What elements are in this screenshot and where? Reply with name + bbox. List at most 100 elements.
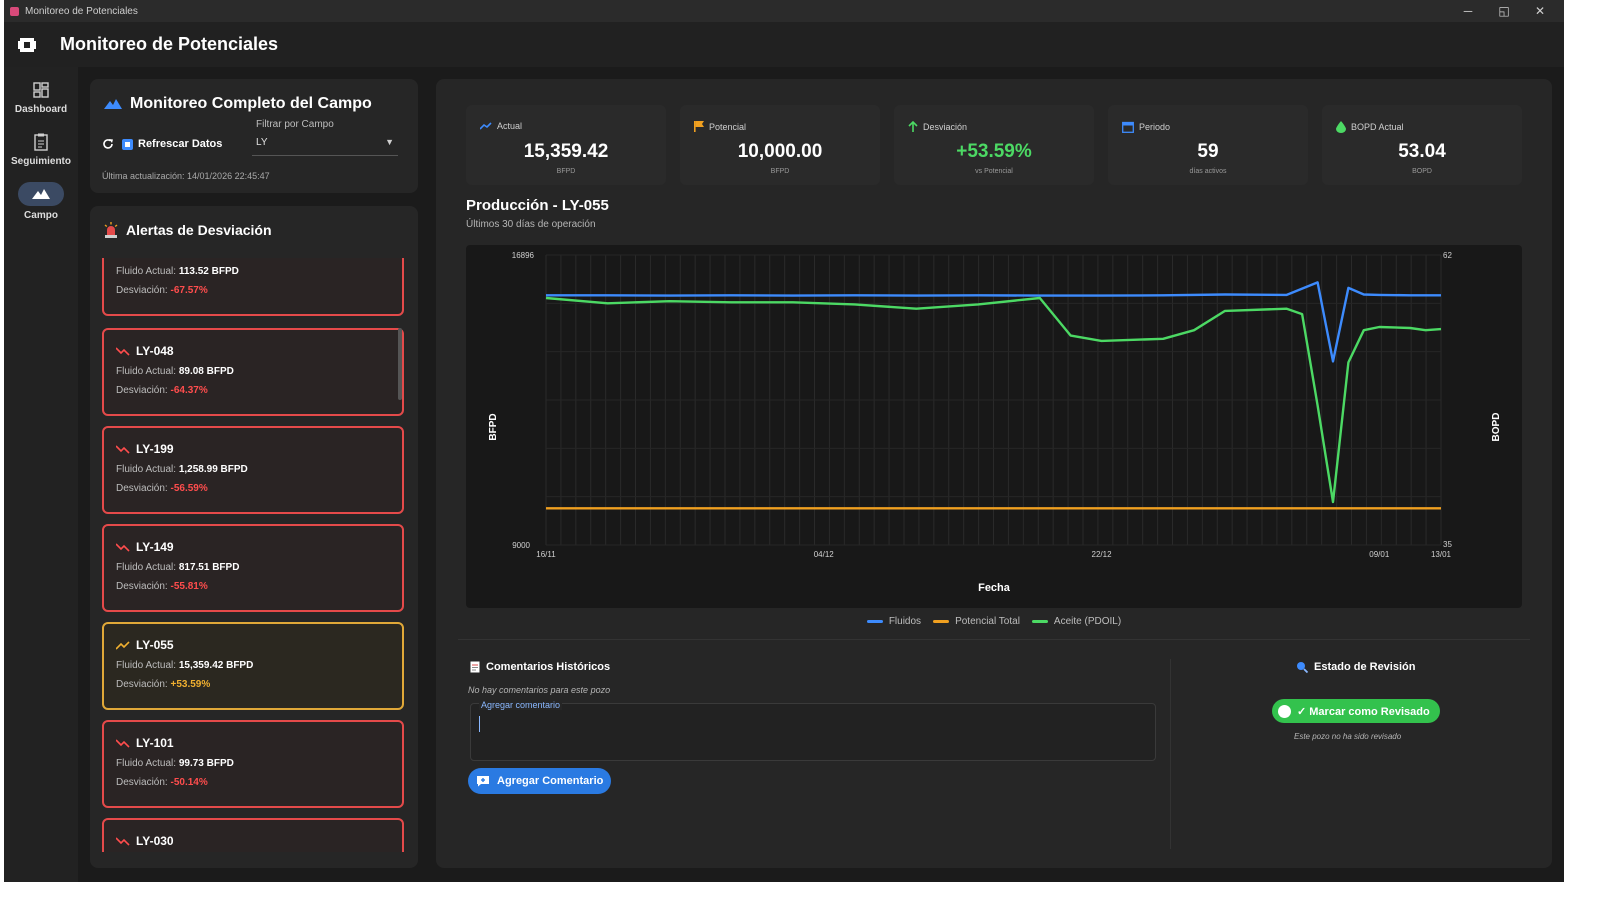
deviation-value: -50.14% <box>170 777 208 788</box>
text-cursor <box>479 716 480 732</box>
database-icon <box>122 138 133 150</box>
alert-card-ly-048[interactable]: LY-048 Fluido Actual: 89.08 BFPD Desviac… <box>102 328 404 416</box>
kpi-desviacion: Desviación +53.59% vs Potencial <box>894 105 1094 185</box>
alert-card-ly-199[interactable]: LY-199 Fluido Actual: 1,258.99 BFPD Desv… <box>102 426 404 514</box>
kpi-periodo: Periodo 59 días activos <box>1108 105 1308 185</box>
series-line-aceite-pdoil <box>545 296 1442 504</box>
field-filter-select[interactable]: LY ▼ <box>252 134 398 156</box>
production-chart[interactable]: 16/11 04/12 22/12 09/01 13/01 16896 9000 62 35 F… <box>466 245 1522 608</box>
trend-down-icon <box>116 444 130 454</box>
comment-input[interactable]: Agregar comentario <box>470 700 1156 761</box>
fluid-value: 817.51 BFPD <box>178 562 240 573</box>
alert-card-ly-030[interactable]: LY-030 <box>102 818 404 852</box>
y-tick-label: 9000 <box>512 541 530 550</box>
nav-dashboard[interactable]: Dashboard <box>4 71 78 123</box>
kpi-unit: días activos <box>1189 168 1227 175</box>
x-tick-label: 13/01 <box>1431 550 1452 559</box>
deviation-alerts-card: Alertas de Desviación Fluido Actual: 113… <box>90 206 418 868</box>
alert-card-ly-149[interactable]: LY-149 Fluido Actual: 817.51 BFPD Desvia… <box>102 524 404 612</box>
app-icon <box>10 6 19 16</box>
fluid-value: 1,258.99 BFPD <box>178 464 248 475</box>
close-button[interactable]: ✕ <box>1534 4 1546 18</box>
review-header: Estado de Revisión <box>1296 661 1415 673</box>
field-filter-value: LY <box>256 137 268 148</box>
x-tick-label: 09/01 <box>1369 550 1390 559</box>
kpi-potencial: Potencial 10,000.00 BFPD <box>680 105 880 185</box>
x-tick-label: 22/12 <box>1092 550 1113 559</box>
fluid-label: Fluido Actual: <box>116 758 177 769</box>
legend-label: Aceite (PDOIL) <box>1053 616 1122 627</box>
terrain-icon <box>18 181 64 206</box>
deviation-label: Desviación: <box>116 385 168 396</box>
deviation-label: Desviación: <box>116 581 168 592</box>
alert-fluid-row: Fluido Actual: 1,258.99 BFPD <box>116 464 390 475</box>
navigation-rail: Dashboard Seguimiento Campo <box>4 67 78 882</box>
nav-dashboard-label: Dashboard <box>14 103 68 115</box>
alert-card-partial[interactable]: Fluido Actual: 113.52 BFPD Desviación: -… <box>102 258 404 316</box>
review-title: Estado de Revisión <box>1314 661 1416 673</box>
alert-card-ly-055[interactable]: LY-055 Fluido Actual: 15,359.42 BFPD Des… <box>102 622 404 710</box>
fluid-label: Fluido Actual: <box>116 464 177 475</box>
deviation-value: -67.57% <box>170 285 208 296</box>
alerts-scrollbar[interactable] <box>398 328 402 400</box>
alert-card-ly-101[interactable]: LY-101 Fluido Actual: 99.73 BFPD Desviac… <box>102 720 404 808</box>
legend-item-fluidos[interactable]: Fluidos <box>866 616 921 627</box>
alert-fluid-row: Fluido Actual: 89.08 BFPD <box>116 366 390 377</box>
legend-swatch <box>933 620 950 623</box>
kpi-label: BOPD Actual <box>1351 122 1404 132</box>
section-divider <box>458 639 1530 640</box>
kpi-unit: vs Potencial <box>975 168 1013 175</box>
mark-reviewed-button[interactable]: ✓ Marcar como Revisado <box>1272 699 1440 723</box>
terrain-icon <box>104 99 122 109</box>
alert-fluid-row: Fluido Actual: 113.52 BFPD <box>116 266 390 277</box>
alert-well-name: LY-149 <box>136 540 174 554</box>
legend-item-potencial[interactable]: Potencial Total <box>933 616 1020 627</box>
comments-title: Comentarios Históricos <box>486 661 611 673</box>
nav-seguimiento[interactable]: Seguimiento <box>4 123 78 175</box>
kpi-label: Actual <box>497 121 523 131</box>
kpi-unit: BOPD <box>1412 168 1432 175</box>
app-header: Monitoreo de Potenciales <box>4 22 1564 67</box>
series-line-fluidos <box>546 281 1441 363</box>
chart-title: Producción - LY-055 <box>466 197 609 214</box>
chart-subtitle: Últimos 30 días de operación <box>466 219 596 230</box>
add-comment-button[interactable]: Agregar Comentario <box>468 768 612 794</box>
refresh-data-button[interactable]: Refrescar Datos <box>102 131 222 157</box>
alert-deviation-row: Desviación: -56.59% <box>116 483 390 494</box>
trend-up-icon <box>480 122 492 130</box>
deviation-label: Desviación: <box>116 679 168 690</box>
y-tick-label: 16896 <box>512 251 535 260</box>
alert-fluid-row: Fluido Actual: 99.73 BFPD <box>116 758 390 769</box>
clipboard-icon <box>30 132 52 152</box>
trend-down-icon <box>116 836 130 846</box>
add-comment-label: Agregar Comentario <box>497 775 604 787</box>
app-window: Monitoreo de Potenciales ─ ◱ ✕ Monitoreo… <box>4 0 1564 882</box>
dashboard-icon <box>30 80 52 100</box>
drop-icon <box>1336 121 1346 133</box>
window-titlebar: Monitoreo de Potenciales ─ ◱ ✕ <box>4 0 1564 22</box>
vertical-divider <box>1170 659 1171 849</box>
legend-item-aceite[interactable]: Aceite (PDOIL) <box>1031 616 1122 627</box>
fluid-value: 89.08 BFPD <box>178 366 234 377</box>
app-logo-icon <box>18 37 36 52</box>
nav-campo[interactable]: Campo <box>4 175 78 227</box>
kpi-value: 15,359.42 <box>523 141 609 162</box>
fluid-label: Fluido Actual: <box>116 562 177 573</box>
alerts-title: Alertas de Desviación <box>126 222 272 238</box>
minimize-button[interactable]: ─ <box>1463 4 1473 18</box>
y2-tick-label: 62 <box>1443 251 1452 260</box>
kpi-label: Potencial <box>709 121 747 132</box>
kpi-label: Desviación <box>923 121 968 132</box>
document-icon <box>470 661 480 673</box>
kpi-label: Periodo <box>1139 122 1171 132</box>
kpi-unit: BFPD <box>770 168 790 175</box>
refresh-icon <box>103 139 113 149</box>
alerts-list[interactable]: Fluido Actual: 113.52 BFPD Desviación: -… <box>102 258 406 852</box>
kpi-value: 59 <box>1197 141 1219 162</box>
deviation-value: -56.59% <box>170 483 208 494</box>
kpi-actual: Actual 15,359.42 BFPD <box>466 105 666 185</box>
maximize-button[interactable]: ◱ <box>1498 4 1510 18</box>
trend-down-icon <box>116 542 130 552</box>
review-status-text: Este pozo no ha sido revisado <box>1294 732 1402 741</box>
nav-campo-label: Campo <box>24 209 58 221</box>
